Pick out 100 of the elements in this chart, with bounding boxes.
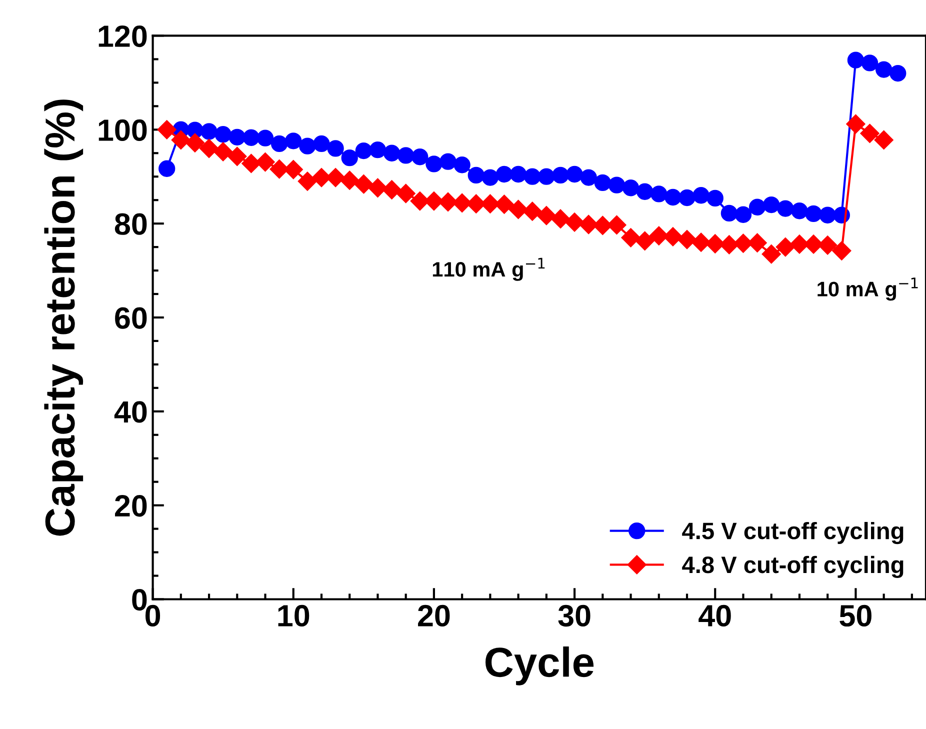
point [664,188,682,206]
point [763,196,780,214]
point [496,166,513,183]
point [510,166,527,183]
point [396,184,416,204]
point [299,138,316,154]
point [412,148,428,166]
point [341,149,358,166]
point [678,189,696,206]
legend-label: 4.8 V cut-off cycling [682,556,904,578]
point [369,142,386,158]
legend-label: 4.5 V cut-off cycling [682,522,904,544]
point [706,190,724,207]
point [890,64,906,82]
point [228,128,246,146]
y-tick-label: 0 [132,588,147,611]
point [566,166,583,183]
point [847,52,864,68]
point [874,130,894,150]
point [340,170,360,190]
point [608,176,626,194]
annotation: 110 mA g$^{−1}$ [432,258,545,281]
point [171,130,190,150]
x-tick-label: 20 [418,604,450,627]
point [649,226,668,246]
point [692,187,710,204]
point [524,168,541,185]
point [214,142,233,162]
point [650,186,668,202]
point [635,231,654,250]
point [452,193,472,212]
point [706,234,725,254]
point [256,130,274,146]
point [158,160,176,177]
point [426,156,442,172]
point [285,132,302,150]
point [748,198,766,216]
x-axis-title: Cycle [486,646,594,686]
point [579,214,598,234]
point [536,206,556,226]
point [327,140,344,157]
point [354,174,374,194]
point [242,154,261,173]
point [355,142,372,160]
point [621,228,640,248]
point [875,61,892,78]
x-tick-label: 50 [840,604,872,627]
point [550,209,570,228]
annotation: 10 mA g$^{−1}$ [818,278,918,301]
point [692,232,711,252]
point [832,241,852,260]
point [398,147,414,164]
point [508,200,528,220]
point [846,114,866,134]
x-tick-label: 10 [278,604,310,627]
point [565,212,584,232]
point [805,205,822,222]
point [382,180,402,200]
point [861,54,878,72]
point [228,146,247,166]
point [522,202,542,221]
point [185,133,204,152]
point [298,172,317,191]
y-tick-label: 120 [98,25,147,48]
point [313,135,330,152]
point [242,129,260,146]
point [860,124,880,143]
y-tick-label: 60 [115,307,147,329]
point [214,126,232,143]
point [636,183,654,200]
point [368,178,388,198]
point [199,138,219,158]
point [454,156,470,174]
y-axis-title: Capacity retention (%) [44,100,84,536]
y-tick-label: 100 [98,119,147,142]
point [734,206,752,223]
point [482,169,499,186]
point [200,123,218,140]
y-tick-label: 20 [115,495,147,517]
point [538,168,555,185]
point [256,152,275,172]
point [270,135,288,152]
point [776,238,795,257]
point [720,204,738,222]
point [622,180,640,196]
point [720,235,739,254]
point [677,230,697,250]
point [777,200,794,217]
point [552,166,569,184]
point [580,169,597,186]
point [440,153,456,170]
point [594,174,611,192]
point [762,244,781,264]
x-tick-label: 30 [558,604,590,627]
point [791,202,808,220]
point [818,236,838,255]
x-tick-label: 40 [698,604,731,627]
point [383,144,400,162]
point [468,166,484,184]
y-tick-label: 80 [114,213,147,235]
